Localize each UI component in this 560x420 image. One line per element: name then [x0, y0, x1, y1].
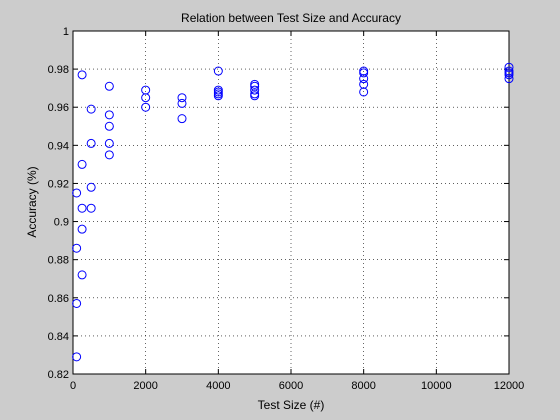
x-tick-label: 12000	[494, 380, 525, 392]
data-point	[72, 352, 82, 362]
data-point	[213, 85, 223, 95]
data-point	[177, 93, 187, 103]
data-point	[104, 121, 114, 131]
x-tick-label: 2000	[133, 380, 157, 392]
data-point	[77, 70, 87, 80]
data-point	[77, 203, 87, 213]
data-point	[250, 79, 260, 89]
y-tick-label: 0.84	[48, 331, 69, 343]
data-point	[141, 85, 151, 95]
x-axis-label: Test Size (#)	[258, 398, 325, 412]
data-point	[72, 188, 82, 198]
y-tick-label: 0.88	[48, 255, 69, 267]
data-point	[104, 150, 114, 160]
data-point	[177, 98, 187, 108]
data-point	[213, 66, 223, 76]
x-tick-label: 6000	[279, 380, 303, 392]
grid-lines	[73, 31, 509, 374]
data-point	[104, 110, 114, 120]
data-point	[86, 104, 96, 114]
y-tick-label: 0.9	[54, 217, 69, 229]
y-tick-label: 0.96	[48, 102, 69, 114]
y-tick-label: 0.94	[48, 140, 69, 152]
x-tick-label: 4000	[206, 380, 230, 392]
data-point	[86, 203, 96, 213]
data-point	[104, 138, 114, 148]
data-point	[359, 66, 369, 76]
data-point	[86, 182, 96, 192]
y-tick-label: 0.82	[48, 369, 69, 381]
data-point	[86, 138, 96, 148]
data-point	[72, 243, 82, 253]
x-tick-label: 10000	[421, 380, 452, 392]
data-point	[359, 79, 369, 89]
y-axis-label: Accuracy (%)	[25, 166, 39, 237]
data-point	[141, 102, 151, 112]
data-point	[77, 270, 87, 280]
y-tick-label: 0.86	[48, 293, 69, 305]
data-point	[72, 298, 82, 308]
chart-title: Relation between Test Size and Accuracy	[181, 11, 401, 25]
x-tick-label: 0	[70, 380, 76, 392]
axis-ticks: 0 2000 4000 6000 8000 10000 12000 0.82 0.84 0.86 0…	[48, 26, 525, 392]
y-tick-label: 0.98	[48, 64, 69, 76]
plot-area	[73, 31, 509, 374]
data-points	[72, 62, 514, 362]
data-point	[504, 66, 514, 76]
data-point	[177, 114, 187, 124]
data-point	[104, 81, 114, 91]
data-point	[77, 224, 87, 234]
x-tick-label: 8000	[351, 380, 375, 392]
y-tick-label: 1	[63, 26, 69, 38]
data-point	[250, 85, 260, 95]
y-tick-label: 0.92	[48, 178, 69, 190]
data-point	[77, 159, 87, 169]
data-point	[504, 62, 514, 72]
